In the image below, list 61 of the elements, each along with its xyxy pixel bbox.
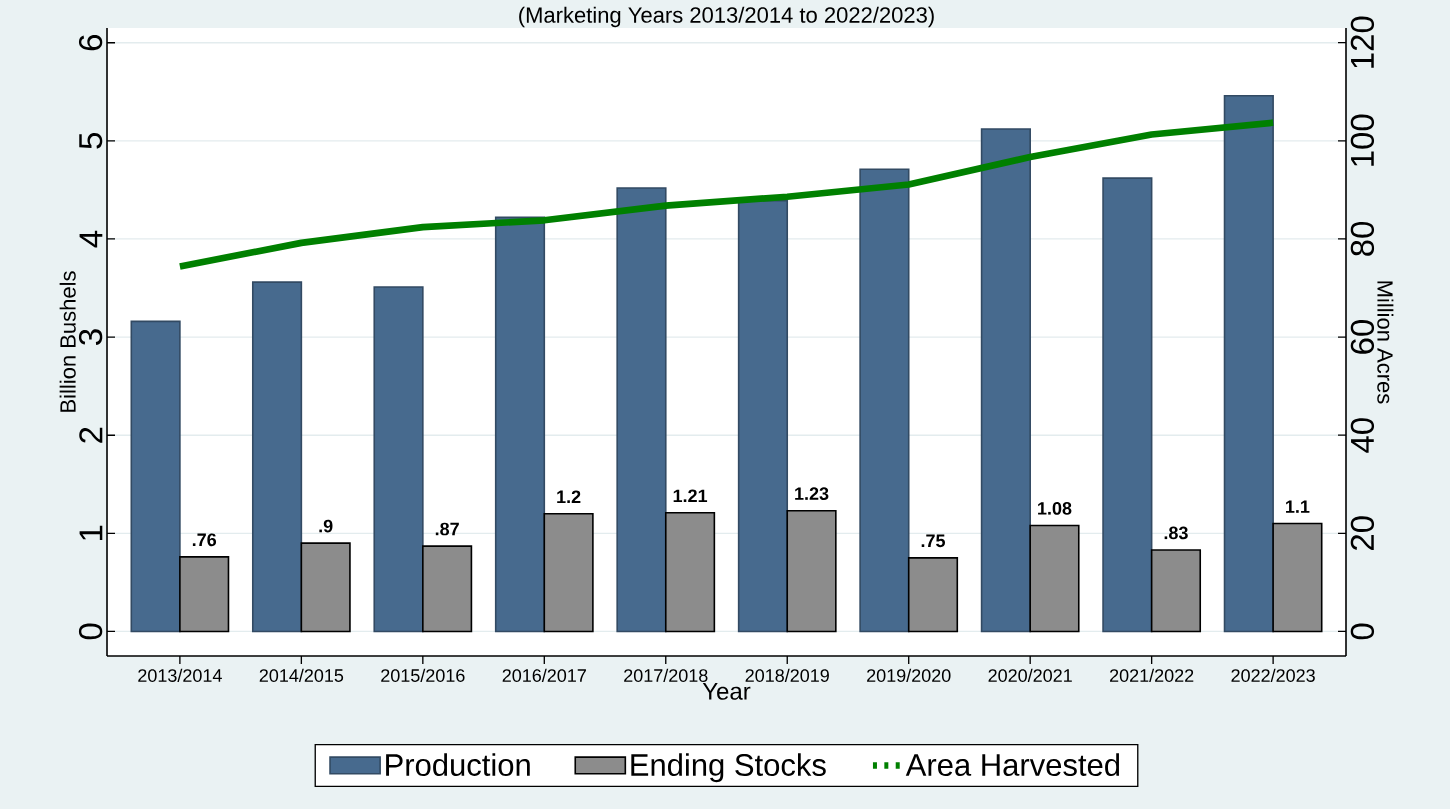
data-label: .75 [921,534,946,548]
x-tick-label: 2014/2015 [259,668,344,682]
legend-label: Area Harvested [905,753,1120,776]
y2-tick-label: 120 [1350,16,1375,68]
data-label: 1.08 [1038,502,1072,515]
bar [616,187,667,633]
data-label: 1.21 [673,489,708,503]
y-tick-label: 2 [79,427,103,443]
bar [980,128,1031,633]
data-label: .87 [435,522,459,536]
bar [373,286,424,633]
y-tick-label: 3 [78,329,103,346]
x-tick-label: 2017/2018 [624,668,708,682]
x-tick-label: 2018/2019 [745,668,829,682]
legend-label: Ending Stocks [631,753,826,783]
bar [494,216,546,633]
data-label: .83 [1164,526,1188,540]
bar [300,542,351,633]
bar [786,509,837,633]
bar [422,545,473,633]
bar [543,512,594,633]
y2-tick-label: 60 [1350,320,1375,354]
bar [1272,522,1323,633]
x-axis-title: Year [702,683,751,700]
data-label: .9 [319,519,333,533]
y2-tick-label: 20 [1350,516,1375,551]
bar [664,511,716,633]
y2-tick-label: 100 [1350,114,1375,166]
y-tick-label: 6 [78,34,103,51]
data-label: 1.2 [557,490,581,503]
bar [1223,94,1274,633]
data-label: 1.1 [1286,500,1310,513]
bar [251,281,303,633]
x-tick-label: 2022/2023 [1231,668,1315,682]
bar [859,168,910,633]
y2-tick-label: 40 [1350,418,1375,453]
x-tick-label: 2021/2022 [1110,668,1194,682]
bar [737,199,789,633]
x-tick-label: 2013/2014 [138,668,222,682]
x-tick-label: 2020/2021 [988,668,1072,682]
y2-axis-title: Million Acres [1377,281,1394,404]
y2-tick-label: 0 [1350,623,1375,640]
bar [1150,549,1202,633]
chart-subtitle: (Marketing Years 2013/2014 to 2022/2023) [519,6,934,28]
y-tick-label: 0 [78,623,103,640]
bar [907,557,959,633]
x-tick-label: 2015/2016 [381,668,465,682]
x-tick-label: 2019/2020 [867,668,951,682]
y-tick-label: 5 [79,133,103,149]
bar [130,320,181,633]
bar [179,556,230,633]
legend-label: Production [386,753,530,776]
data-label: 1.23 [795,487,829,501]
y-tick-label: 1 [79,525,103,540]
y2-tick-label: 80 [1350,221,1375,256]
data-label: .76 [192,533,217,547]
x-tick-label: 2016/2017 [502,668,586,682]
y-axis-title: Billion Bushels [59,271,76,412]
y-tick-label: 4 [79,230,103,248]
bar [1102,177,1153,633]
bar [1029,524,1080,633]
